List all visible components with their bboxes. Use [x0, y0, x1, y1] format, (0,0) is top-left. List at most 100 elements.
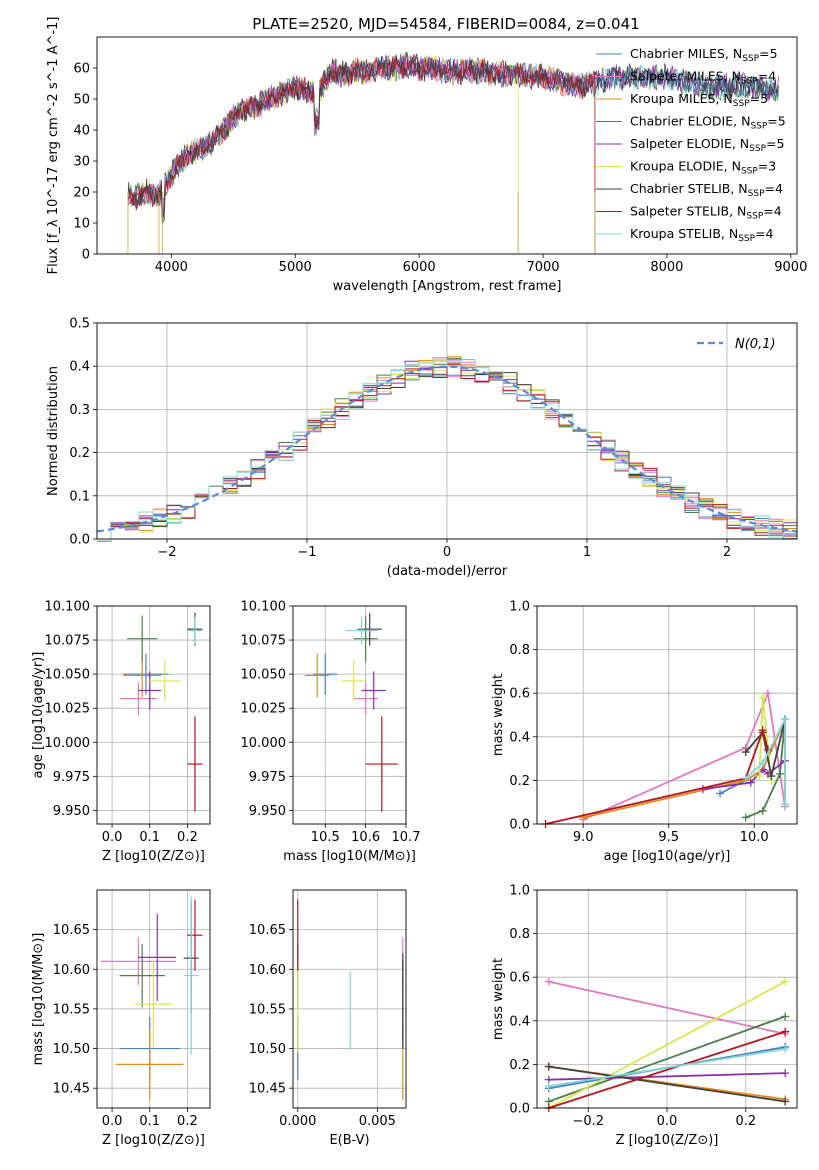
- weight-line-8: [745, 718, 786, 805]
- weight-marker-8-3: [781, 800, 790, 809]
- y-tick-label: 10.075: [241, 634, 287, 649]
- y-tick-label: 1.0: [509, 884, 530, 899]
- weight-marker-3-1: [758, 806, 767, 815]
- x-tick-label: −1: [297, 545, 316, 560]
- x-tick-label: 0.1: [139, 830, 160, 845]
- x-tick-label: 8000: [650, 260, 683, 275]
- weight-marker-1-0: [544, 977, 553, 986]
- y-tick-label: 10.50: [53, 1042, 90, 1057]
- panel-mass-vs-ebv: 0.000 0.005 10.45 10.50 10.55 10.60 10.65 E(B-V…: [249, 889, 407, 1148]
- y-tick-label: 0.2: [69, 446, 90, 461]
- x-axis-label: Z [log10(Z/Z⊙)]: [616, 1133, 719, 1148]
- y-tick-label: 0.6: [509, 971, 530, 986]
- weight-marker-4-1: [746, 778, 755, 787]
- y-tick-label: 0.2: [509, 774, 530, 789]
- x-tick-label: 0.2: [177, 830, 198, 845]
- y-tick-label: 0.1: [69, 489, 90, 504]
- histogram-8: [97, 358, 797, 542]
- x-tick-label: 4000: [155, 260, 188, 275]
- y-tick-label: 10.65: [53, 923, 90, 938]
- x-tick-label: 10.6: [351, 830, 380, 845]
- legend-label-5: Kroupa ELODIE, NSSP=3: [630, 159, 776, 177]
- y-tick-label: 0.4: [69, 360, 90, 375]
- y-tick-label: 10.60: [249, 963, 286, 978]
- y-tick-label: 10.55: [249, 1002, 286, 1017]
- y-tick-label: 60: [73, 62, 90, 77]
- y-tick-label: 10.050: [241, 668, 287, 683]
- plot-area: [297, 899, 404, 1101]
- normal-curve: [96, 365, 798, 533]
- weight-marker-3-1: [781, 1012, 790, 1021]
- panel-mass-vs-Z: 0.0 0.1 0.2 10.45 10.50 10.55 10.60 10.65 Z [log…: [31, 889, 211, 1148]
- x-tick-label: 10.0: [740, 830, 769, 845]
- weight-marker-6-1: [781, 1097, 790, 1106]
- weight-marker-8-0: [741, 774, 750, 783]
- y-tick-label: 10.45: [53, 1082, 90, 1097]
- weight-line-5: [548, 980, 786, 1109]
- weight-marker-5-1: [781, 977, 790, 986]
- weight-line-8: [548, 1048, 786, 1088]
- weight-marker-8-1: [758, 758, 767, 767]
- y-tick-label: 0.5: [69, 317, 90, 332]
- panel-spectrum: Chabrier MILES, NSSP=5 Salpeter MILES, NS…: [46, 17, 807, 294]
- plot-area: [96, 356, 798, 542]
- y-tick-label: 10.100: [241, 600, 287, 615]
- panel-age-vs-mass: 10.5 10.6 10.7 9.950 9.975 10.000 10.025 10.050…: [241, 600, 421, 865]
- x-tick-label: 9000: [774, 260, 807, 275]
- spectrum-line-3: [127, 51, 779, 224]
- x-axis-label: (data-model)/error: [387, 564, 508, 579]
- weight-line-6: [548, 1065, 786, 1103]
- x-axis-label: mass [log10(M/M⊙)]: [283, 849, 416, 864]
- x-tick-label: 5000: [279, 260, 312, 275]
- x-axis-label: Z [log10(Z/Z⊙)]: [102, 1133, 205, 1148]
- weight-line-3: [745, 719, 786, 819]
- y-tick-label: 10.45: [249, 1082, 286, 1097]
- legend-label-7: Salpeter STELIB, NSSP=4: [630, 204, 782, 222]
- axes-frame: [96, 36, 798, 255]
- y-tick-label: 0.4: [509, 730, 530, 745]
- x-tick-label: 0.2: [177, 1114, 198, 1129]
- weight-marker-8-1: [781, 1045, 790, 1054]
- x-tick-label: 10.7: [392, 830, 421, 845]
- x-axis-label: Z [log10(Z/Z⊙)]: [102, 849, 205, 864]
- weight-marker-3-2: [775, 769, 784, 778]
- panel-age-vs-Z: 0.0 0.1 0.2 9.950 9.975 10.000 10.025 10.050 10.…: [31, 600, 211, 864]
- y-tick-label: 9.975: [249, 770, 286, 785]
- weight-marker-6-0: [741, 748, 750, 757]
- plot-area: [541, 689, 790, 828]
- weight-marker-3-0: [741, 813, 750, 822]
- y-tick-label: 10.55: [53, 1002, 90, 1017]
- weight-marker-5-0: [755, 772, 764, 781]
- legend-label-6: Chabrier STELIB, NSSP=4: [630, 181, 783, 199]
- y-tick-label: 10.075: [45, 634, 91, 649]
- y-tick-label: 0.0: [509, 818, 530, 833]
- x-tick-label: 0.005: [359, 1114, 396, 1129]
- x-tick-label: 9.5: [658, 830, 679, 845]
- y-tick-label: 0.0: [69, 533, 90, 548]
- x-tick-label: 10.5: [311, 830, 340, 845]
- y-tick-label: 50: [73, 93, 90, 108]
- weight-line-4: [548, 1072, 786, 1081]
- axes-frame: [292, 889, 407, 1109]
- x-tick-label: −0.2: [572, 1114, 604, 1129]
- y-tick-label: 1.0: [509, 600, 530, 615]
- x-tick-label: 0.000: [279, 1114, 316, 1129]
- weight-marker-1-2: [763, 689, 772, 698]
- axes-frame: [292, 605, 407, 825]
- legend-label-8: Kroupa STELIB, NSSP=4: [630, 226, 774, 244]
- x-tick-label: 0.0: [102, 830, 123, 845]
- y-tick-label: 10.025: [241, 702, 287, 717]
- y-tick-label: 0.8: [509, 643, 530, 658]
- x-tick-label: 0.0: [657, 1114, 678, 1129]
- y-tick-label: 40: [73, 124, 90, 139]
- y-tick-label: 10: [73, 217, 90, 232]
- y-tick-label: 10.000: [45, 736, 91, 751]
- legend-label-3: Chabrier ELODIE, NSSP=5: [630, 114, 786, 132]
- y-tick-label: 0.8: [509, 927, 530, 942]
- y-axis-label: mass [log10(M/M⊙)]: [31, 933, 46, 1066]
- y-tick-label: 10.000: [241, 736, 287, 751]
- y-tick-label: 10.50: [249, 1042, 286, 1057]
- weight-line-1: [582, 689, 786, 821]
- plot-area: [127, 51, 779, 254]
- panel-mass-weight-vs-age: 9.0 9.5 10.0 0.0 0.2 0.4 0.6 0.8 1.0 age [log10(a…: [491, 600, 798, 864]
